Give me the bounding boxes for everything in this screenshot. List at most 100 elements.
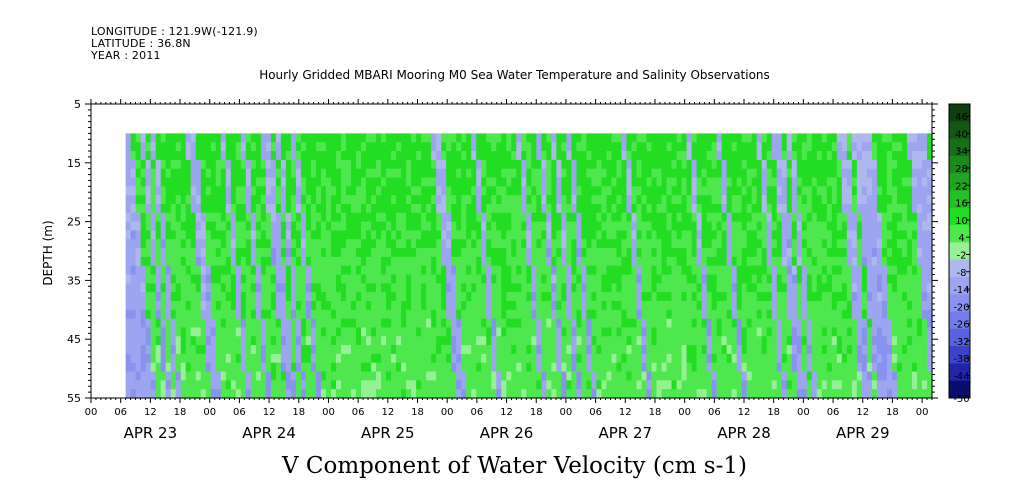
- heatmap-cell: [155, 327, 162, 337]
- heatmap-cell: [511, 256, 517, 267]
- heatmap-cell: [576, 168, 583, 179]
- heatmap-cell: [220, 300, 227, 311]
- heatmap-cell: [916, 177, 923, 187]
- heatmap-cell: [551, 371, 557, 381]
- heatmap-cell: [351, 221, 357, 232]
- heatmap-cell: [391, 371, 397, 381]
- heatmap-cell: [641, 362, 648, 373]
- heatmap-cell: [295, 195, 302, 205]
- heatmap-cell: [335, 239, 342, 249]
- heatmap-cell: [561, 353, 567, 364]
- heatmap-cell: [250, 248, 257, 258]
- heatmap-cell: [330, 203, 337, 214]
- heatmap-cell: [401, 133, 407, 143]
- heatmap-cell: [346, 336, 352, 346]
- heatmap-cell: [566, 309, 572, 320]
- heatmap-cell: [661, 318, 668, 329]
- heatmap-cell: [441, 142, 447, 152]
- heatmap-cell: [401, 195, 407, 205]
- heatmap-cell: [295, 203, 302, 214]
- heatmap-cell: [346, 362, 352, 373]
- heatmap-cell: [901, 318, 908, 329]
- heatmap-cell: [816, 345, 823, 355]
- heatmap-cell: [801, 265, 808, 276]
- heatmap-cell: [771, 336, 778, 346]
- heatmap-cell: [556, 256, 562, 267]
- heatmap-cell: [816, 380, 823, 390]
- heatmap-cell: [285, 309, 292, 320]
- heatmap-cell: [501, 283, 507, 293]
- heatmap-cell: [145, 283, 152, 293]
- heatmap-cell: [496, 309, 502, 320]
- heatmap-cell: [666, 256, 673, 267]
- heatmap-cell: [621, 336, 628, 346]
- heatmap-cell: [441, 318, 447, 329]
- heatmap-cell: [731, 142, 738, 152]
- heatmap-cell: [386, 151, 392, 161]
- heatmap-cell: [225, 177, 232, 187]
- heatmap-cell: [320, 168, 327, 179]
- heatmap-cell: [926, 212, 933, 223]
- heatmap-cell: [125, 177, 132, 187]
- heatmap-cell: [185, 389, 192, 399]
- heatmap-cell: [621, 230, 628, 240]
- heatmap-cell: [496, 248, 502, 258]
- heatmap-cell: [616, 230, 623, 240]
- heatmap-cell: [711, 353, 718, 364]
- heatmap-cell: [341, 300, 347, 311]
- heatmap-cell: [391, 133, 397, 143]
- heatmap-cell: [230, 389, 237, 399]
- heatmap-cell: [811, 336, 818, 346]
- heatmap-cell: [741, 133, 748, 143]
- heatmap-cell: [816, 353, 823, 364]
- heatmap-cell: [416, 309, 422, 320]
- heatmap-cell: [536, 265, 542, 276]
- heatmap-cell: [576, 195, 583, 205]
- heatmap-cell: [195, 283, 202, 293]
- heatmap-cell: [806, 177, 813, 187]
- heatmap-cell: [851, 230, 858, 240]
- heatmap-cell: [611, 239, 618, 249]
- heatmap-cell: [366, 203, 372, 214]
- heatmap-cell: [531, 309, 537, 320]
- heatmap-cell: [706, 380, 713, 390]
- heatmap-cell: [791, 318, 798, 329]
- heatmap-cell: [681, 327, 688, 337]
- heatmap-cell: [145, 274, 152, 284]
- heatmap-cell: [280, 300, 287, 311]
- heatmap-cell: [245, 362, 252, 373]
- heatmap-cell: [891, 142, 898, 152]
- heatmap-cell: [566, 389, 572, 399]
- heatmap-cell: [636, 133, 643, 143]
- heatmap-cell: [320, 300, 327, 311]
- heatmap-cell: [190, 300, 197, 311]
- heatmap-cell: [240, 133, 247, 143]
- heatmap-cell: [641, 283, 648, 293]
- heatmap-cell: [621, 203, 628, 214]
- heatmap-cell: [386, 168, 392, 179]
- heatmap-cell: [220, 186, 227, 196]
- heatmap-cell: [566, 195, 572, 205]
- heatmap-cell: [581, 195, 588, 205]
- heatmap-cell: [551, 274, 557, 284]
- heatmap-cell: [421, 142, 427, 152]
- heatmap-cell: [586, 336, 593, 346]
- heatmap-cell: [911, 159, 918, 170]
- heatmap-cell: [431, 203, 437, 214]
- heatmap-cell: [821, 318, 828, 329]
- heatmap-cell: [446, 336, 452, 346]
- heatmap-cell: [330, 168, 337, 179]
- heatmap-cell: [681, 142, 688, 152]
- heatmap-cell: [125, 230, 132, 240]
- heatmap-cell: [896, 151, 903, 161]
- heatmap-cell: [305, 248, 312, 258]
- heatmap-cell: [586, 230, 593, 240]
- heatmap-cell: [260, 212, 267, 223]
- heatmap-cell: [796, 300, 803, 311]
- heatmap-cell: [245, 336, 252, 346]
- heatmap-cell: [771, 371, 778, 381]
- heatmap-cell: [776, 380, 783, 390]
- heatmap-cell: [250, 265, 257, 276]
- heatmap-cell: [906, 159, 913, 170]
- heatmap-cell: [315, 353, 322, 364]
